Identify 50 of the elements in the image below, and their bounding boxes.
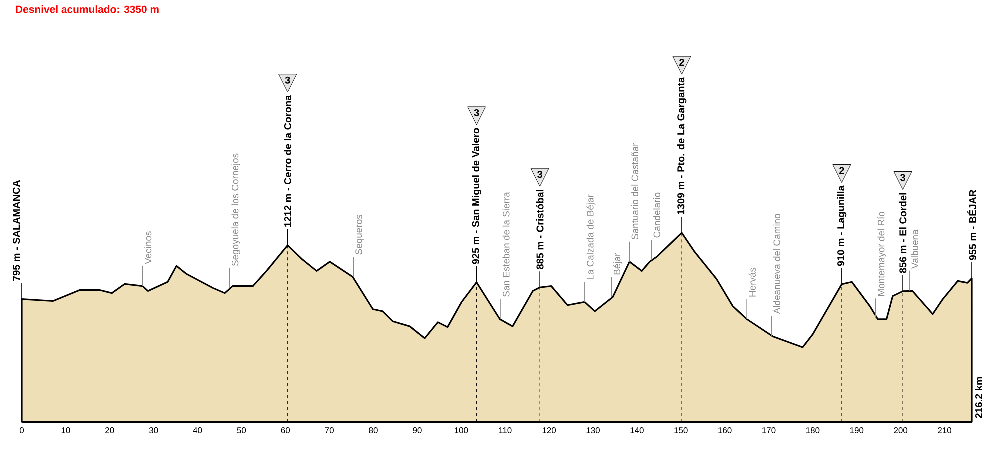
x-tick-label: 170 [762, 428, 776, 434]
text: 3 [900, 174, 906, 182]
annotation: 1309 m - Pto. de La Garganta [677, 77, 687, 214]
annotation: Santuario del Castañar [632, 143, 639, 240]
annotation: Aldeanueva del Camino [773, 214, 780, 314]
x-tick-label: 180 [806, 428, 820, 434]
x-tick-label: 110 [499, 428, 512, 434]
annotation: Hervás [748, 268, 756, 297]
x-tick-label: 70 [325, 428, 334, 434]
x-tick-label: 10 [62, 428, 70, 434]
annotation: San Esteban de la Sierra [502, 192, 510, 297]
annotation: Sequeros [356, 215, 364, 255]
annotation: 955 m - BÉJAR [968, 190, 976, 260]
x-tick-label: 190 [850, 428, 864, 434]
x-tick-label: 50 [237, 428, 246, 434]
x-tick-label: 160 [718, 428, 732, 434]
x-tick-label: 150 [674, 428, 688, 434]
x-tick-label: 30 [149, 428, 158, 434]
text: 3 [285, 76, 290, 84]
annotation: Segoyuela de los Cornejos [232, 154, 241, 266]
annotation: 1212 m - Cerro de la Corona [284, 95, 292, 227]
text: 2 [680, 59, 684, 66]
x-tick-label: 20 [106, 428, 114, 434]
x-tick-label: 0 [20, 428, 24, 434]
annotation: Vecinos [144, 232, 152, 264]
chart-title: Desnivel acumulado: 3350 m [16, 6, 159, 14]
x-tick-label: 200 [894, 428, 908, 434]
annotation: 795 m - SALAMANCA [13, 180, 20, 282]
text: 3 [474, 109, 480, 116]
annotation: Valbuena [911, 230, 918, 269]
annotation: 885 m - Cristóbal [536, 190, 544, 270]
annotation: 910 m - Lagunilla [837, 186, 847, 266]
x-tick-label: 90 [413, 428, 422, 434]
annotation: 856 m - El Cordel [899, 193, 907, 274]
x-tick-label: 40 [193, 428, 202, 434]
annotation: 925 m - San Miguel de Valero [472, 128, 482, 264]
text: 3 [538, 171, 542, 178]
x-tick-label: 80 [369, 428, 378, 434]
text: 216.2 km [975, 377, 983, 418]
x-tick-label: 140 [630, 428, 644, 434]
annotation: Montemayor del Río [878, 212, 887, 296]
annotation: Candelario [654, 192, 660, 238]
x-tick-label: 100 [454, 428, 468, 434]
x-tick-label: 130 [586, 428, 600, 434]
annotation: La Calzada de Béjar [586, 194, 596, 280]
annotation: Béjar [614, 253, 622, 275]
x-tick-label: 210 [938, 428, 952, 434]
x-tick-label: 60 [281, 428, 290, 434]
x-tick-label: 120 [542, 428, 556, 434]
text: 2 [840, 167, 844, 174]
